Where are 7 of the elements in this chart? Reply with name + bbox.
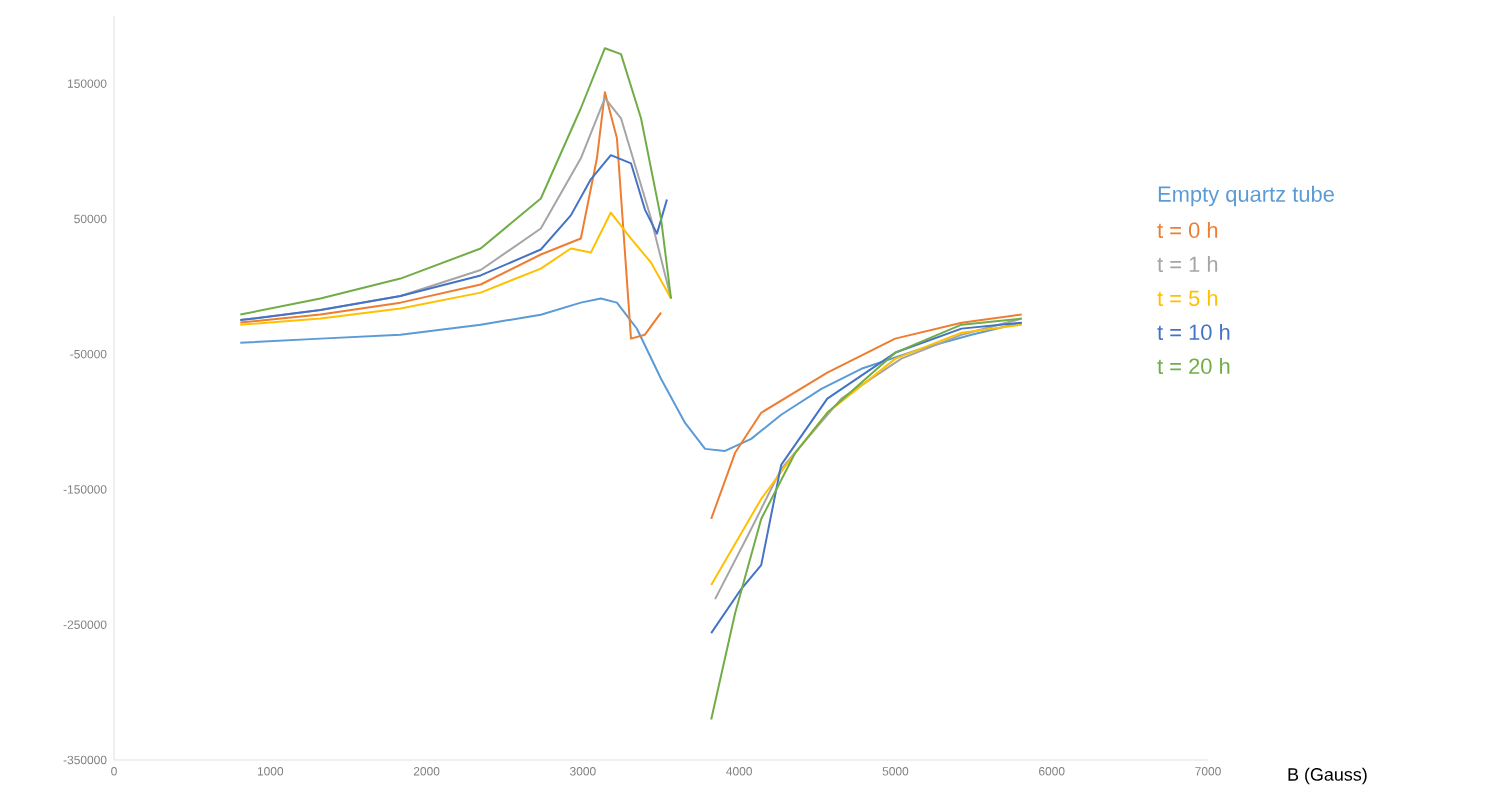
text: Empty quartz tube <box>1158 185 1334 207</box>
text: t = 0 h <box>1157 221 1218 239</box>
text: t = 10 h <box>1157 323 1230 341</box>
text: t = 5 h <box>1157 289 1218 307</box>
x-axis-title: B (Gauss) <box>1288 767 1367 785</box>
text: t = 1 h <box>1157 255 1218 273</box>
text: t = 20 h <box>1157 357 1230 375</box>
